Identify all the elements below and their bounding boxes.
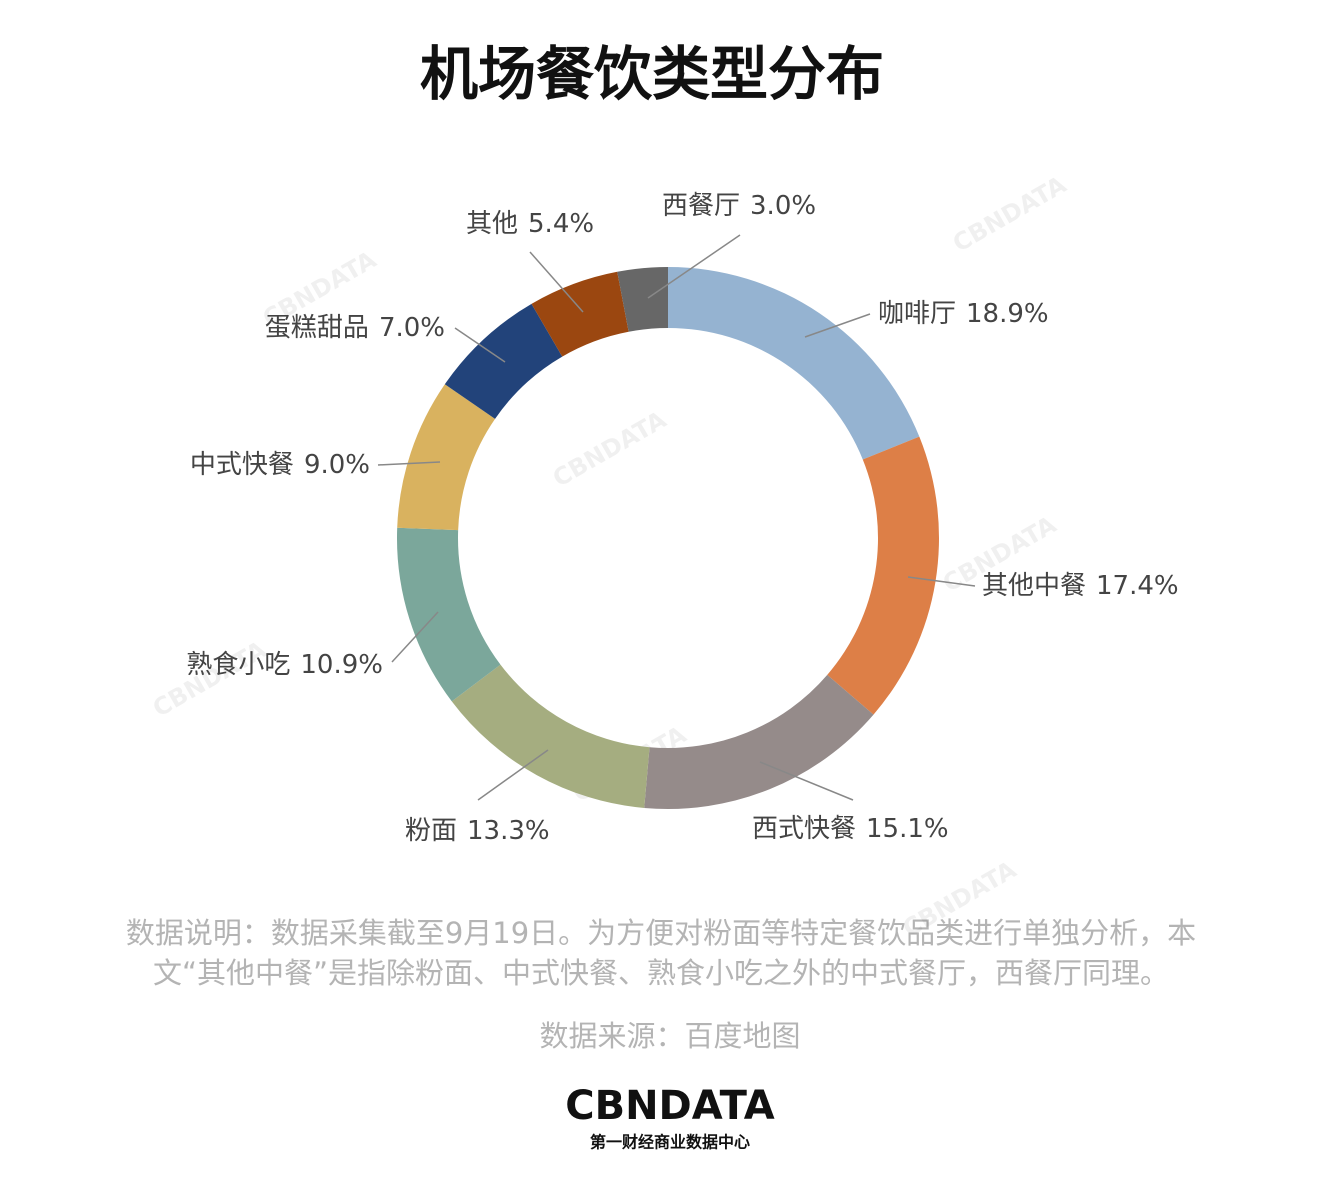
slice	[397, 384, 496, 531]
label-value: 15.1%	[866, 814, 949, 844]
slice	[397, 527, 501, 702]
watermark: CBNDATA	[948, 170, 1071, 257]
label-value: 9.0%	[304, 450, 370, 480]
label-category: 其他	[466, 209, 518, 239]
data-label: 其他 5.4%	[466, 209, 594, 239]
label-category: 熟食小吃	[186, 650, 290, 680]
label-category: 粉面	[405, 816, 457, 846]
leader-line	[529, 251, 584, 313]
slice	[531, 271, 629, 357]
slice	[451, 664, 650, 808]
watermark: CBNDATA	[548, 405, 671, 492]
leader-line	[391, 611, 439, 663]
logo-subtitle: 第一财经商业数据中心	[590, 1133, 750, 1152]
data-label: 咖啡厅 18.9%	[878, 299, 1049, 329]
label-value: 5.4%	[528, 209, 594, 239]
leader-line	[759, 761, 854, 801]
label-value: 18.9%	[966, 299, 1049, 329]
label-value: 13.3%	[467, 816, 550, 846]
label-category: 西式快餐	[752, 814, 856, 844]
slice	[644, 674, 874, 809]
data-label: 粉面 13.3%	[405, 816, 550, 846]
data-label: 西式快餐 15.1%	[752, 814, 949, 844]
label-category: 蛋糕甜品	[265, 313, 369, 343]
label-category: 其他中餐	[982, 571, 1086, 601]
label-category: 咖啡厅	[878, 299, 956, 329]
leader-line	[454, 327, 506, 363]
data-label: 中式快餐 9.0%	[190, 450, 370, 480]
data-label: 蛋糕甜品 7.0%	[265, 313, 445, 343]
logo: CBNDATA	[565, 1083, 775, 1129]
source: 数据来源：百度地图	[539, 1019, 800, 1053]
label-value: 7.0%	[379, 313, 445, 343]
leader-line	[804, 313, 871, 338]
label-category: 西餐厅	[662, 191, 740, 221]
chart-title: 机场餐饮类型分布	[420, 40, 884, 108]
label-value: 3.0%	[750, 191, 816, 221]
slice	[827, 436, 939, 715]
leader-line	[907, 576, 976, 587]
label-value: 17.4%	[1096, 571, 1179, 601]
data-label: 西餐厅 3.0%	[662, 191, 816, 221]
leader-line	[477, 749, 549, 801]
note-line: 文“其他中餐”是指除粉面、中式快餐、熟食小吃之外的中式餐厅，西餐厅同理。	[153, 956, 1169, 990]
leader-line	[377, 461, 441, 466]
slice	[668, 267, 920, 460]
label-value: 10.9%	[300, 650, 383, 680]
slice	[617, 267, 668, 332]
data-label: 其他中餐 17.4%	[982, 571, 1179, 601]
data-label: 熟食小吃 10.9%	[186, 650, 383, 680]
label-category: 中式快餐	[190, 450, 294, 480]
leader-line	[647, 234, 741, 299]
note-line: 数据说明：数据采集截至9月19日。为方便对粉面等特定餐饮品类进行单独分析，本	[126, 916, 1196, 950]
